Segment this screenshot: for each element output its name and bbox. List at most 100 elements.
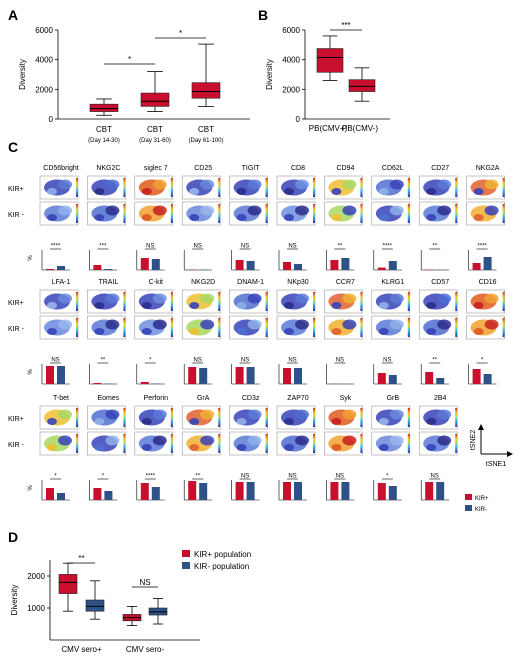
bar-sig-label: *	[386, 474, 389, 480]
tsne-cluster	[426, 418, 436, 425]
panel-d-box-0-1	[86, 581, 104, 619]
tsne-cluster	[105, 436, 119, 446]
panel-b-box-0	[317, 36, 343, 81]
tsne-cluster	[189, 214, 199, 221]
tsne-cluster	[485, 180, 499, 190]
tsne-cluster	[331, 302, 341, 309]
bar-kir-pos	[188, 367, 196, 384]
marker-cd57: CD57**	[419, 279, 457, 384]
tsne-colorbar	[171, 318, 173, 337]
marker-label: T-bet	[53, 395, 69, 402]
tsne-cluster	[200, 436, 214, 446]
bar-sig-label: **	[432, 358, 437, 364]
tsne-cluster	[200, 180, 214, 190]
tsne-cluster	[474, 214, 484, 221]
tsne-colorbar	[123, 434, 125, 453]
y-tick-label: 2000	[35, 85, 53, 94]
bar-kir-pos	[283, 368, 291, 384]
box-iqr	[192, 83, 220, 99]
tsne-cluster	[390, 320, 404, 330]
panel-d-category-label: CMV sero+	[61, 645, 102, 654]
panel-a-category-label: CBT	[198, 125, 214, 134]
bar-kir-neg	[436, 378, 444, 384]
marker-ccr7: CCR7 NS	[324, 279, 362, 384]
bar-sig-label: NS	[241, 358, 249, 364]
tsne-cluster	[58, 320, 72, 330]
panel-d-box-1-0	[123, 606, 141, 625]
panel-b-category-label: PB(CMV-)	[342, 124, 378, 133]
tsne-colorbar	[408, 434, 410, 453]
bar-sig-label: NS	[336, 358, 344, 364]
tsne-cluster	[390, 294, 404, 304]
panel-d-legend-swatch-pos	[182, 550, 190, 557]
tsne-cluster	[284, 214, 294, 221]
bar-sig-label: NS	[146, 244, 154, 250]
bar-kir-pos	[93, 488, 101, 500]
bar-sig-label: **	[432, 244, 437, 250]
panel-a-box-0	[90, 99, 118, 115]
bar-sig-label: *	[481, 358, 484, 364]
tsne-cluster	[105, 410, 119, 420]
marker-label: CCR7	[336, 279, 355, 286]
marker-label: KLRG1	[381, 279, 404, 286]
panel-d-legend-swatch-neg	[182, 562, 190, 569]
tsne-cluster	[390, 436, 404, 446]
tsne1-arrowhead	[507, 451, 513, 457]
tsne-cluster	[58, 206, 72, 216]
bar-sig-label: NS	[241, 244, 249, 250]
tsne-colorbar	[76, 318, 78, 337]
tsne-cluster	[142, 188, 152, 195]
marker-cd56bright: CD56bright****	[40, 165, 79, 270]
panel-c-ylabel: %	[28, 255, 34, 261]
tsne-colorbar	[123, 178, 125, 197]
bar-sig-label: NS	[383, 358, 391, 364]
tsne-cluster	[58, 294, 72, 304]
tsne-colorbar	[218, 292, 220, 311]
bar-kir-neg	[247, 482, 255, 500]
marker-c-kit: C-kit*	[135, 279, 173, 384]
legend-kir-pos-swatch	[465, 494, 472, 500]
box-iqr	[86, 600, 104, 611]
panel-d-category-label: CMV sero-	[126, 645, 165, 654]
panel-a-category-label: (Day 14-30)	[88, 138, 120, 144]
tsne-cluster	[237, 418, 247, 425]
panel-c: KIR+KIR -%CD56bright****NKG2C***siglec 7…	[8, 165, 513, 513]
tsne-cluster	[437, 294, 451, 304]
bar-kir-pos	[473, 369, 481, 384]
marker-label: TRAIL	[98, 279, 118, 286]
tsne-cluster	[485, 320, 499, 330]
marker-label: ZAP70	[287, 395, 309, 402]
tsne-cluster	[284, 418, 294, 425]
tsne-cluster	[47, 188, 57, 195]
tsne-cluster	[437, 436, 451, 446]
marker-label: CD25	[194, 165, 212, 172]
bar-sig-label: NS	[51, 358, 59, 364]
panel-d-legend-label-pos: KIR+ population	[194, 550, 251, 559]
marker-label: CD27	[431, 165, 449, 172]
tsne-cluster	[200, 294, 214, 304]
tsne-colorbar	[171, 178, 173, 197]
tsne2-label: tSNE2	[470, 430, 477, 450]
tsne-colorbar	[503, 178, 505, 197]
bar-kir-neg	[294, 368, 302, 384]
box-iqr	[349, 80, 375, 92]
tsne-colorbar	[218, 178, 220, 197]
bar-sig-label: ***	[99, 244, 107, 250]
tsne-cluster	[237, 214, 247, 221]
panel-label-c: C	[8, 139, 18, 155]
panel-c-row-label: KIR -	[8, 326, 25, 333]
tsne-cluster	[189, 418, 199, 425]
bar-sig-label: NS	[194, 358, 202, 364]
marker-lfa-1: LFA-1NS	[40, 279, 78, 384]
panel-c-row-label: KIR+	[8, 300, 24, 307]
tsne-colorbar	[123, 408, 125, 427]
bar-kir-neg	[389, 486, 397, 500]
tsne-cluster	[390, 410, 404, 420]
tsne-cluster	[426, 444, 436, 451]
marker-siglec-7: siglec 7NS	[135, 165, 173, 270]
marker-nkg2a: NKG2A****	[467, 165, 505, 270]
tsne-cluster	[142, 302, 152, 309]
panel-label-a: A	[8, 7, 18, 23]
marker-cd62l: CD62L****	[372, 165, 410, 270]
tsne-cluster	[295, 180, 309, 190]
